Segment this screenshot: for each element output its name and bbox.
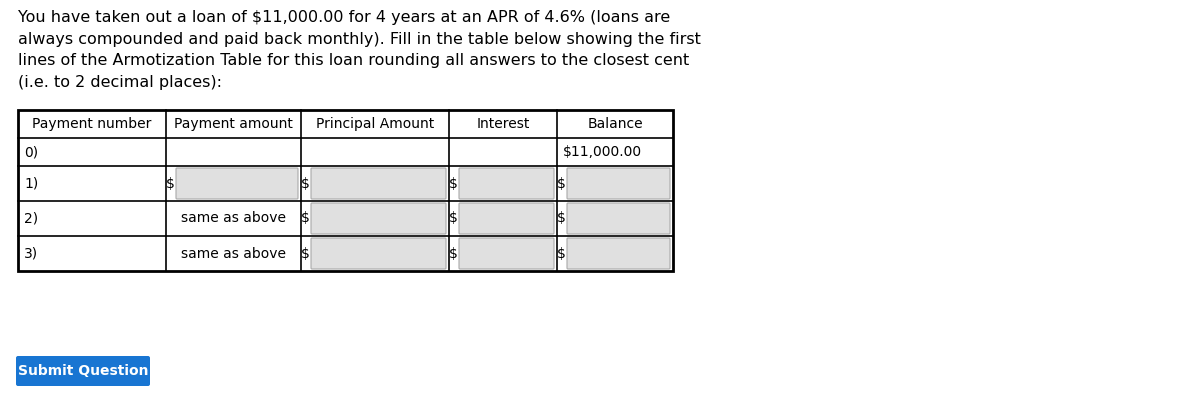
Text: 2): 2) — [24, 211, 38, 226]
Bar — [18, 110, 673, 271]
Text: 1): 1) — [24, 177, 38, 191]
FancyBboxPatch shape — [176, 168, 298, 199]
Text: $: $ — [166, 177, 175, 191]
FancyBboxPatch shape — [311, 168, 446, 199]
FancyBboxPatch shape — [568, 238, 670, 269]
Text: $: $ — [557, 246, 566, 260]
Text: $: $ — [557, 211, 566, 226]
FancyBboxPatch shape — [311, 203, 446, 234]
Text: 0): 0) — [24, 145, 38, 159]
Text: $: $ — [301, 246, 310, 260]
Text: $: $ — [301, 177, 310, 191]
Text: Payment amount: Payment amount — [174, 117, 293, 131]
FancyBboxPatch shape — [458, 168, 554, 199]
Text: Submit Question: Submit Question — [18, 364, 149, 378]
Text: Balance: Balance — [587, 117, 643, 131]
Text: You have taken out a loan of $11,000.00 for 4 years at an APR of 4.6% (loans are: You have taken out a loan of $11,000.00 … — [18, 10, 701, 90]
Text: same as above: same as above — [181, 211, 286, 226]
Text: $: $ — [449, 177, 458, 191]
Text: $11,000.00: $11,000.00 — [563, 145, 642, 159]
Text: 3): 3) — [24, 246, 38, 260]
Text: $: $ — [449, 246, 458, 260]
Text: $: $ — [301, 211, 310, 226]
FancyBboxPatch shape — [458, 203, 554, 234]
FancyBboxPatch shape — [16, 356, 150, 386]
FancyBboxPatch shape — [568, 168, 670, 199]
Text: $: $ — [557, 177, 566, 191]
Text: $: $ — [449, 211, 458, 226]
Text: same as above: same as above — [181, 246, 286, 260]
Text: Payment number: Payment number — [32, 117, 151, 131]
FancyBboxPatch shape — [311, 238, 446, 269]
Text: Interest: Interest — [476, 117, 529, 131]
FancyBboxPatch shape — [458, 238, 554, 269]
FancyBboxPatch shape — [568, 203, 670, 234]
Text: Principal Amount: Principal Amount — [316, 117, 434, 131]
